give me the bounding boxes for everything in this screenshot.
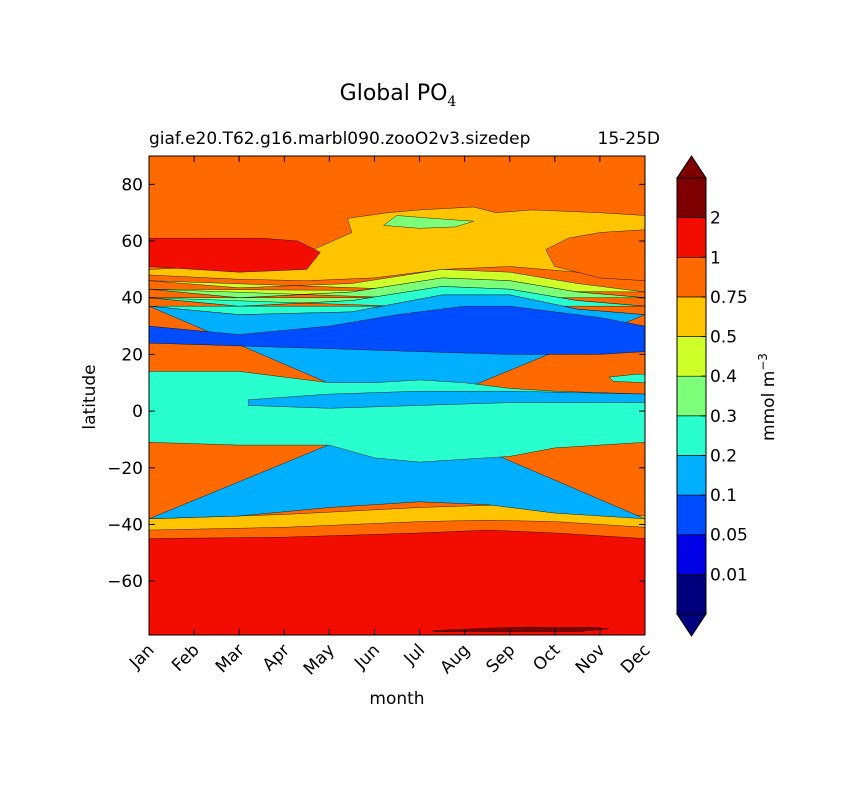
y-tick-label-1: 60 xyxy=(121,232,143,252)
y-tick-label-5: −20 xyxy=(107,459,143,479)
x-tick-label-nov: Nov xyxy=(572,640,610,678)
colorbar-swatch-0 xyxy=(676,574,707,615)
x-tick-label-oct: Oct xyxy=(529,640,564,675)
colorbar-tick-label-0: 0.01 xyxy=(710,565,748,585)
contour-band-4 xyxy=(432,626,609,632)
x-tick-label-sep: Sep xyxy=(482,640,519,677)
contour-band-3 xyxy=(149,529,645,635)
colorbar-swatch-5 xyxy=(676,375,707,417)
colorbar-swatch-7 xyxy=(676,296,707,337)
colorbar-tick-label-7: 0.75 xyxy=(710,288,748,308)
colorbar-tick-label-3: 0.2 xyxy=(710,446,737,466)
y-axis: 80 60 40 20 0 −20 −40 −60 xyxy=(107,175,645,592)
colorbar-swatch-4 xyxy=(676,415,707,456)
contour-band-14 xyxy=(247,391,645,409)
contour-band-12 xyxy=(149,306,645,355)
plot-frame xyxy=(148,155,646,636)
x-tick-label-jun: Jun xyxy=(350,640,384,674)
colorbar-tick-label-8: 1 xyxy=(710,248,721,268)
x-tick-label-feb: Feb xyxy=(168,640,203,675)
y-tick-label-0: 80 xyxy=(121,175,143,195)
contour-band-16 xyxy=(382,215,474,229)
y-tick-label-7: −60 xyxy=(107,572,143,592)
colorbar-swatch-8 xyxy=(676,256,707,298)
colorbar-frame xyxy=(676,177,707,615)
contour-band-5 xyxy=(149,206,645,281)
chart-title: Global PO4 xyxy=(340,81,457,110)
chart-subtitle-right: 15-25D xyxy=(598,129,661,149)
contour-band-15 xyxy=(608,374,645,383)
x-tick-label-apr: Apr xyxy=(259,640,294,675)
x-tick-label-may: May xyxy=(300,640,339,679)
x-axis-label: month xyxy=(369,689,424,709)
x-tick-label-dec: Dec xyxy=(617,640,654,677)
contour-band-7 xyxy=(545,229,645,281)
colorbar-swatch-1 xyxy=(676,534,707,575)
chart-subtitle-left: giaf.e20.T62.g16.marbl090.zooO2v3.sizede… xyxy=(149,129,530,149)
y-tick-label-4: 0 xyxy=(132,402,143,422)
colorbar-tick-label-6: 0.5 xyxy=(710,328,737,348)
colorbar-tick-label-2: 0.1 xyxy=(710,486,737,506)
colorbar-swatch-3 xyxy=(676,455,707,496)
y-tick-label-3: 20 xyxy=(121,345,143,365)
x-tick-label-aug: Aug xyxy=(437,640,475,678)
colorbar-extend-min-arrow xyxy=(676,613,707,637)
colorbar-swatch-10 xyxy=(676,177,707,218)
colorbar-tick-label-5: 0.4 xyxy=(710,367,737,387)
colorbar-swatch-6 xyxy=(676,336,707,377)
colorbar: 0.01 0.05 0.1 0.2 0.3 0.4 0.5 0.75 1 2 xyxy=(676,155,748,637)
x-tick-label-mar: Mar xyxy=(212,640,249,677)
colorbar-extend-max-arrow xyxy=(676,155,707,179)
colorbar-label: mmol m−3 xyxy=(756,353,779,441)
colorbar-swatch-9 xyxy=(676,217,707,258)
y-tick-label-2: 40 xyxy=(121,289,143,309)
x-tick-label-jul: Jul xyxy=(400,640,429,669)
y-axis-label: latitude xyxy=(80,364,100,429)
colorbar-tick-label-4: 0.3 xyxy=(710,407,737,427)
x-tick-label-jan: Jan xyxy=(125,640,158,673)
colorbar-swatch-2 xyxy=(676,494,707,536)
colorbar-tick-label-1: 0.05 xyxy=(710,526,748,546)
y-tick-label-6: −40 xyxy=(107,515,143,535)
plot-area xyxy=(149,156,645,635)
contour-band-6 xyxy=(149,237,321,273)
colorbar-tick-label-9: 2 xyxy=(710,209,721,229)
